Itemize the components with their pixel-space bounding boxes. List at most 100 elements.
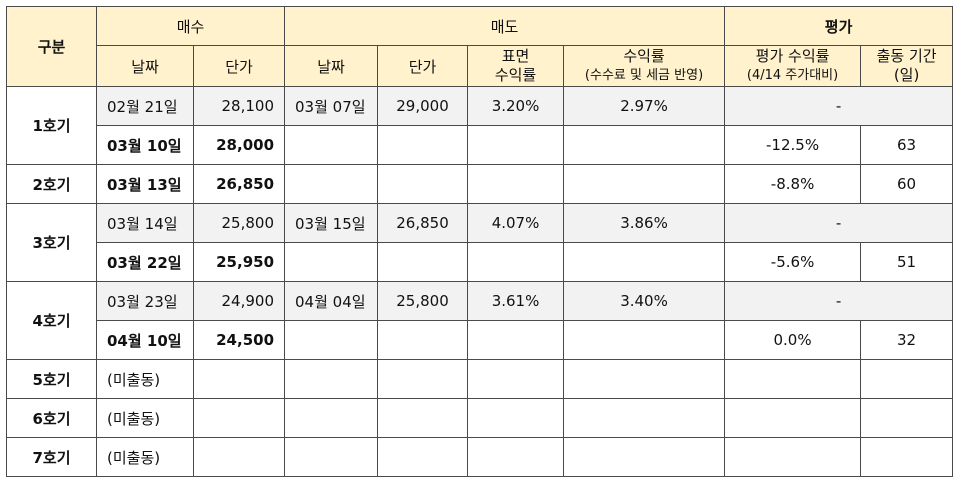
header-eval-yield-line1: 평가 수익률: [755, 47, 830, 65]
table-row: 1호기 02월 21일 28,100 03월 07일 29,000 3.20% …: [6, 86, 954, 165]
empty-cell: [724, 437, 862, 477]
buy-date: 03월 14일: [96, 203, 194, 243]
buy-date: 03월 23일: [96, 281, 194, 321]
sell-price: 25,800: [377, 281, 469, 321]
table-row: 03월 22일 25,950 -5.6% 51: [7, 242, 954, 282]
surface-yield: [467, 320, 565, 360]
net-yield: 2.97%: [563, 86, 726, 126]
row-label: 4호기: [6, 281, 97, 360]
empty-cell: [563, 398, 726, 438]
header-sell-date: 날짜: [284, 45, 379, 87]
period: 63: [860, 125, 954, 165]
eval-yield: 0.0%: [724, 320, 862, 360]
buy-date: 02월 21일: [96, 86, 194, 126]
empty-cell: [377, 437, 469, 477]
surface-yield: 4.07%: [467, 203, 565, 243]
header-buy: 매수: [95, 6, 286, 46]
empty-cell: [284, 437, 379, 477]
table-row: 5호기 (미출동): [6, 359, 954, 399]
buy-price: 25,950: [192, 242, 286, 282]
header-surface-line2: 수익률: [494, 66, 537, 84]
eval-cell: -: [724, 281, 954, 321]
header-buy-price: 단가: [192, 45, 286, 87]
eval-cell: -: [724, 86, 954, 126]
empty-cell: [192, 398, 286, 438]
buy-date: 04월 10일: [96, 320, 194, 360]
status-note: (미출동): [96, 437, 194, 477]
empty-cell: [467, 398, 565, 438]
empty-cell: [724, 359, 862, 399]
table-row: 4호기 03월 23일 24,900 04월 04일 25,800 3.61% …: [6, 281, 954, 360]
header-group: 구분: [6, 6, 97, 87]
sell-date: 03월 15일: [284, 203, 379, 243]
empty-cell: [563, 437, 726, 477]
period: 60: [860, 164, 954, 204]
sell-date: [284, 242, 379, 282]
surface-yield: [467, 242, 565, 282]
net-yield: [563, 242, 726, 282]
buy-price: 28,100: [192, 86, 286, 126]
empty-cell: [377, 359, 469, 399]
table-row: 03월 10일 28,000 -12.5% 63: [7, 125, 954, 165]
period: 51: [860, 242, 954, 282]
empty-cell: [724, 398, 862, 438]
empty-cell: [284, 398, 379, 438]
net-yield: 3.40%: [563, 281, 726, 321]
status-note: (미출동): [96, 398, 194, 438]
buy-price: 28,000: [192, 125, 286, 165]
sell-price: [377, 242, 469, 282]
buy-price: 26,850: [192, 164, 286, 204]
header-yield-line2: (수수료 및 세금 반영): [584, 68, 704, 83]
table-row: 2호기 03월 13일 26,850 -8.8% 60: [6, 164, 954, 204]
row-label: 2호기: [6, 164, 97, 204]
sell-price: [377, 125, 469, 165]
empty-cell: [192, 359, 286, 399]
table-row: 7호기 (미출동): [6, 437, 954, 477]
header-surface-line1: 표면: [501, 47, 530, 65]
empty-cell: [860, 437, 954, 477]
surface-yield: [467, 125, 565, 165]
row-label: 1호기: [6, 86, 97, 165]
sell-date: [284, 125, 379, 165]
net-yield: [563, 164, 726, 204]
surface-yield: [467, 164, 565, 204]
net-yield: [563, 320, 726, 360]
buy-date: 03월 22일: [96, 242, 194, 282]
sell-price: [377, 320, 469, 360]
period: 32: [860, 320, 954, 360]
row-label: 3호기: [6, 203, 97, 282]
net-yield: [563, 125, 726, 165]
eval-yield: -5.6%: [724, 242, 862, 282]
header-yield: 수익률 (수수료 및 세금 반영): [563, 45, 726, 87]
row-label: 7호기: [6, 437, 97, 477]
surface-yield: 3.20%: [467, 86, 565, 126]
empty-cell: [860, 398, 954, 438]
table-row: 3호기 03월 14일 25,800 03월 15일 26,850 4.07% …: [6, 203, 954, 282]
sell-date: 04월 04일: [284, 281, 379, 321]
trade-table: 구분 매수 매도 평가 날짜 단가 날짜 단가 표면 수익률 수익률 (수수료 …: [6, 6, 954, 477]
net-yield: 3.86%: [563, 203, 726, 243]
header-yield-line1: 수익률: [623, 47, 665, 65]
header-eval-yield-line2: (4/14 주가대비): [746, 68, 839, 83]
sell-date: [284, 164, 379, 204]
sell-price: 29,000: [377, 86, 469, 126]
buy-date: 03월 13일: [96, 164, 194, 204]
eval-cell: -: [724, 203, 954, 243]
surface-yield: 3.61%: [467, 281, 565, 321]
buy-price: 25,800: [192, 203, 286, 243]
row-label: 6호기: [6, 398, 97, 438]
empty-cell: [192, 437, 286, 477]
table-row: 04월 10일 24,500 0.0% 32: [7, 320, 954, 360]
status-note: (미출동): [96, 359, 194, 399]
buy-date: 03월 10일: [96, 125, 194, 165]
sell-price: [377, 164, 469, 204]
empty-cell: [467, 359, 565, 399]
empty-cell: [467, 437, 565, 477]
eval-yield: -8.8%: [724, 164, 862, 204]
row-label: 5호기: [6, 359, 97, 399]
header-surface-yield: 표면 수익률: [467, 45, 565, 87]
header-period-line1: 출동 기간: [876, 47, 937, 65]
empty-cell: [563, 359, 726, 399]
empty-cell: [377, 398, 469, 438]
empty-cell: [860, 359, 954, 399]
